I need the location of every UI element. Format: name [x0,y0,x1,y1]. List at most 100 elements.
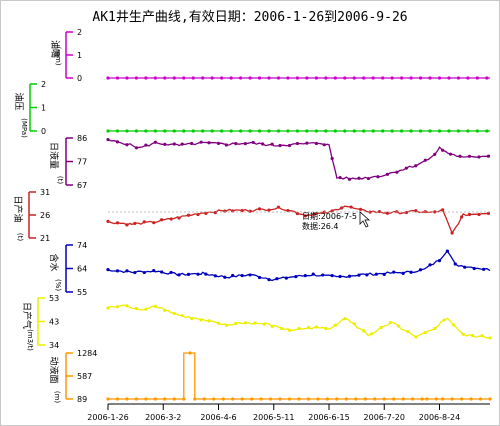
data-point-hs [284,276,288,280]
data-point-chou [115,76,120,80]
data-point-hs [482,267,486,271]
data-point-ry [458,154,462,158]
data-point-rs [340,206,344,210]
data-point-rs [169,217,173,221]
data-point-rq [314,325,318,329]
panel-rq: 53 43 34 日产气(m3/t) [21,294,492,351]
data-point-ry [251,140,255,145]
data-point-yy [475,129,479,133]
data-point-dy [134,397,139,401]
data-point-hs [152,269,156,273]
data-point-yy [333,129,337,133]
data-point-hs [169,270,173,275]
data-point-hs [106,267,110,272]
data-point-yy [456,129,461,133]
data-point-hs [374,272,378,276]
x-tick-label: 2006-5-11 [253,413,294,422]
data-point-hs [267,278,271,282]
data-point-hs [303,274,307,278]
data-point-ry [144,143,148,147]
data-point-hs [257,275,262,280]
data-point-rq [423,331,427,335]
axis-label-hs: 含水 [48,253,60,271]
axis-label-chou: 油嘴 [49,40,61,58]
data-point-rs [441,208,445,212]
data-point-chou [210,76,214,80]
axis-unit-hs: (%) [54,279,62,291]
data-point-chou [201,76,205,80]
data-point-rq [224,323,228,327]
data-point-yy [172,129,176,133]
data-point-yy [343,129,347,133]
data-point-yy [153,129,157,133]
data-point-rs [257,207,262,211]
data-point-rs [152,221,156,225]
data-point-dy [420,397,424,401]
data-point-ry [423,158,427,162]
x-axis: 2006-1-26 2006-3-2 2006-4-6 2006-5-11 2006-6… [87,403,490,422]
data-point-dy [250,397,254,401]
y-tick-label-rs: 21 [40,234,50,243]
data-point-ry [163,142,167,146]
x-tick-label: 2006-7-20 [364,413,405,422]
panel-dy: 1284 587 89 动液面 (m) [48,349,492,404]
data-point-rq [280,326,284,331]
y-tick-label-hs: 55 [77,288,87,297]
data-point-chou [220,76,224,80]
data-point-chou [144,76,148,80]
data-point-ry [134,146,139,150]
data-point-yy [267,129,271,133]
data-point-ry [376,175,380,179]
data-point-yy [220,129,224,133]
data-point-hs [125,269,129,273]
y-tick-label-hs: 74 [77,241,87,250]
data-point-chou [134,76,139,80]
data-point-yy [201,129,205,133]
data-point-chou [371,76,375,80]
data-point-dy [434,397,438,401]
data-point-rs [286,208,290,213]
data-point-hs [223,275,227,279]
data-point-rq [216,321,221,325]
data-point-dy [354,397,358,401]
data-point-rq [333,323,337,327]
data-point-chou [267,76,271,80]
data-point-hs [196,272,200,276]
panel-hs: 74 64 55 含水 (%) [48,241,491,297]
data-point-chou [456,76,461,80]
data-point-dy [373,397,377,401]
data-point-ry [404,166,408,170]
data-point-rs [267,208,271,212]
x-tick-label: 2006-1-26 [87,413,128,422]
data-point-ry [486,154,491,158]
data-point-hs [463,265,467,269]
data-point-chou [106,76,110,80]
data-point-rs [313,212,317,216]
data-point-rq [414,335,418,339]
tooltip-value: 数据:26.4 [302,221,339,231]
data-point-ry [441,148,445,152]
data-point-dy [411,397,415,401]
data-point-rs [295,211,300,216]
data-point-yy [276,129,281,133]
data-point-yy [362,129,366,133]
data-point-chou [437,76,442,80]
data-point-dy [144,397,148,401]
data-point-hs [428,263,432,267]
data-point-rq [243,321,247,325]
data-point-chou [352,76,356,80]
data-point-dy [425,397,429,401]
axis-unit-ry: (t) [56,176,64,184]
data-point-rq [253,321,257,325]
data-point-hs [160,270,164,274]
axis-label-dy: 动液面 [48,356,60,383]
axis-unit-yy: (MPa) [20,118,28,138]
data-point-ry [261,142,265,146]
data-point-dy [278,397,282,401]
series-line-rs [107,205,491,235]
data-point-chou [295,76,300,80]
data-point-rs [142,220,146,224]
data-point-yy [390,129,394,133]
data-point-yy [144,129,148,133]
